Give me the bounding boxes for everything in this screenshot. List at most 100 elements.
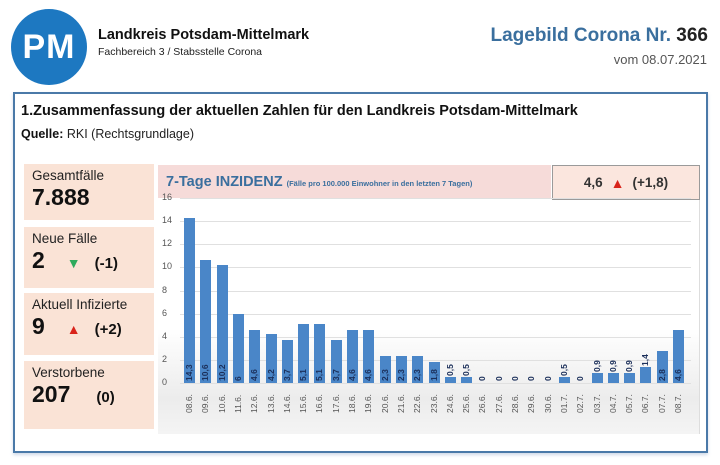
gridline xyxy=(180,383,691,384)
org-title: Landkreis Potsdam-Mittelmark xyxy=(98,27,310,43)
bar-data-label: 6 xyxy=(232,376,243,381)
x-tick-label: 04.7. xyxy=(607,394,618,413)
x-tick-label: 24.6. xyxy=(444,394,455,413)
bar xyxy=(379,356,391,383)
x-tick-label: 03.7. xyxy=(591,394,602,413)
bar-data-label: 2,3 xyxy=(395,369,406,381)
stat-value: 2 xyxy=(32,247,45,273)
bar-data-label: 3,7 xyxy=(281,369,292,381)
org-subtitle: Fachbereich 3 / Stabsstelle Corona xyxy=(98,46,263,58)
gridline xyxy=(180,359,691,361)
gridline xyxy=(180,221,691,223)
header: PM Landkreis Potsdam-Mittelmark Fachbere… xyxy=(0,0,720,86)
bar-data-label: 2,3 xyxy=(412,369,423,381)
bar xyxy=(673,329,684,383)
bar xyxy=(363,329,375,383)
bar xyxy=(640,366,652,383)
x-tick-label: 12.6. xyxy=(249,394,260,413)
x-tick-label: 16.6. xyxy=(314,394,325,413)
bar-data-label: 1,8 xyxy=(428,369,439,381)
y-tick-label: 16 xyxy=(162,192,173,203)
bar xyxy=(558,377,570,383)
x-tick-label: 28.6. xyxy=(510,394,520,413)
x-tick-label: 10.6. xyxy=(216,394,227,413)
bar-data-label: 4,6 xyxy=(347,369,357,381)
x-tick-label: 18.6. xyxy=(347,394,357,413)
y-tick-label: 8 xyxy=(162,284,168,295)
bar-data-label: 0 xyxy=(493,376,504,381)
bar-data-label: 0,9 xyxy=(624,359,635,372)
bar-data-label: 2,3 xyxy=(379,369,390,381)
bar-data-label: 2,8 xyxy=(656,369,667,381)
summary-panel: 1.Zusammenfassung der aktuellen Zahlen f… xyxy=(13,92,708,453)
x-tick-label: 09.6. xyxy=(200,394,211,413)
chart-title-text: 7-Tage INZIDENZ xyxy=(166,174,283,190)
chart-title: 7-Tage INZIDENZ (Fälle pro 100.000 Einwo… xyxy=(166,174,472,190)
bar-data-label: 4,6 xyxy=(249,369,260,381)
bar-data-label: 0,5 xyxy=(461,364,472,377)
x-tick-label: 05.7. xyxy=(624,394,635,413)
y-tick-label: 6 xyxy=(162,307,168,318)
x-tick-label: 07.7. xyxy=(656,394,667,413)
bar xyxy=(444,377,456,383)
x-tick-label: 27.6. xyxy=(493,394,504,413)
bar xyxy=(232,313,244,383)
bar xyxy=(591,372,603,383)
source-line: Quelle: RKI (Rechtsgrundlage) xyxy=(21,127,194,141)
stat-label: Aktuell Infizierte xyxy=(32,297,128,312)
bar-data-label: 4,6 xyxy=(673,369,683,381)
x-tick-label: 08.6. xyxy=(184,394,194,413)
stat-label: Neue Fälle xyxy=(32,231,98,246)
bar xyxy=(461,377,473,383)
stat-deaths: Verstorbene 207 (0) xyxy=(24,361,154,429)
incidence-current: 4,6 xyxy=(583,175,603,190)
bar xyxy=(347,329,358,383)
stat-total-cases: Gesamtfälle 7.888 xyxy=(24,164,154,220)
bar-data-label: 3,7 xyxy=(330,369,341,381)
bar-data-label: 5,1 xyxy=(298,369,309,381)
bar-data-label: 5,1 xyxy=(314,369,325,381)
pm-logo: PM xyxy=(11,9,87,85)
bar-data-label: 14,3 xyxy=(184,364,194,381)
y-tick-label: 10 xyxy=(162,261,173,272)
x-tick-label: 06.7. xyxy=(640,394,651,413)
bar-data-label: 0 xyxy=(477,376,488,381)
x-tick-label: 17.6. xyxy=(330,394,341,413)
incidence-value-box: 4,6 ▲ (+1,8) xyxy=(552,165,700,200)
incidence-bar-chart: 0 2 4 6 8 10 12 14 16 14,3 08.6. 10,6 09.6. 10,2 10.6.… xyxy=(158,192,700,434)
arrow-up-icon: ▲ xyxy=(66,321,81,337)
x-tick-label: 14.6. xyxy=(281,394,292,413)
x-tick-label: 19.6. xyxy=(363,394,374,413)
stat-new-cases: Neue Fälle 2 ▼ (-1) xyxy=(24,227,154,288)
chart-subtitle: (Fälle pro 100.000 Einwohner in den letz… xyxy=(286,179,473,188)
source-value: RKI (Rechtsgrundlage) xyxy=(66,127,195,141)
y-tick-label: 4 xyxy=(162,330,168,341)
bar xyxy=(395,356,407,383)
bar xyxy=(330,340,342,383)
bar xyxy=(216,265,228,383)
bar-data-label: 4,2 xyxy=(265,369,276,381)
x-tick-label: 26.6. xyxy=(477,394,488,413)
bar xyxy=(624,372,636,383)
report-title-text: Lagebild Corona Nr. xyxy=(490,25,672,46)
bar-data-label: 0,9 xyxy=(607,359,618,372)
stat-value: 207 xyxy=(32,381,71,407)
x-tick-label: 15.6. xyxy=(298,394,309,413)
stat-delta: (+2) xyxy=(94,321,122,338)
stat-value: 9 xyxy=(32,313,45,339)
x-tick-label: 08.7. xyxy=(673,394,683,413)
chart-header: 7-Tage INZIDENZ (Fälle pro 100.000 Einwo… xyxy=(158,165,551,198)
bar xyxy=(281,340,293,383)
stat-delta: (-1) xyxy=(94,255,118,272)
y-tick-label: 0 xyxy=(162,377,168,387)
stat-label: Verstorbene xyxy=(32,365,105,380)
bar-data-label: 0 xyxy=(575,376,586,381)
x-tick-label: 20.6. xyxy=(379,394,390,413)
bar xyxy=(249,329,261,383)
bar xyxy=(314,324,326,383)
gridline xyxy=(180,313,691,315)
bar xyxy=(656,350,668,383)
x-tick-label: 11.6. xyxy=(232,394,243,413)
bar-data-label: 1,4 xyxy=(640,353,651,366)
bar xyxy=(428,362,440,383)
